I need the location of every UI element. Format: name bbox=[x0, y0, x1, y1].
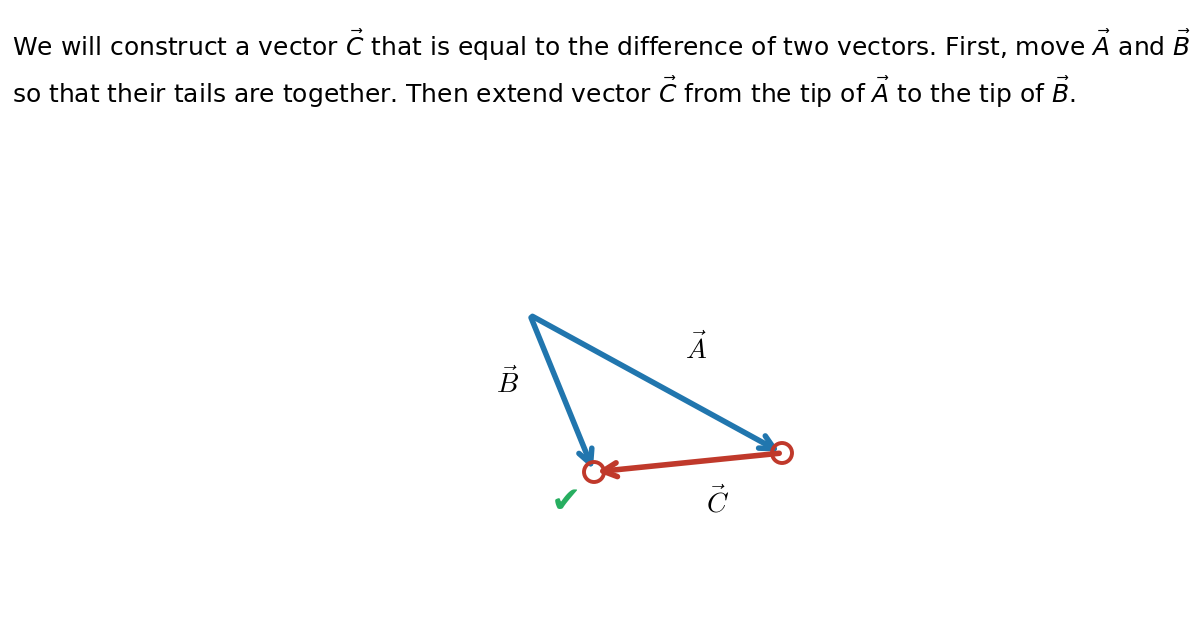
Text: so that their tails are together. Then extend vector $\vec{C}$ from the tip of $: so that their tails are together. Then e… bbox=[12, 75, 1076, 110]
Text: We will construct a vector $\vec{C}$ that is equal to the difference of two vect: We will construct a vector $\vec{C}$ tha… bbox=[12, 28, 1192, 63]
Text: ✔: ✔ bbox=[551, 485, 581, 519]
Text: $\vec{A}$: $\vec{A}$ bbox=[685, 333, 707, 365]
Text: $\vec{B}$: $\vec{B}$ bbox=[496, 368, 518, 399]
Text: $\vec{C}$: $\vec{C}$ bbox=[707, 486, 730, 519]
